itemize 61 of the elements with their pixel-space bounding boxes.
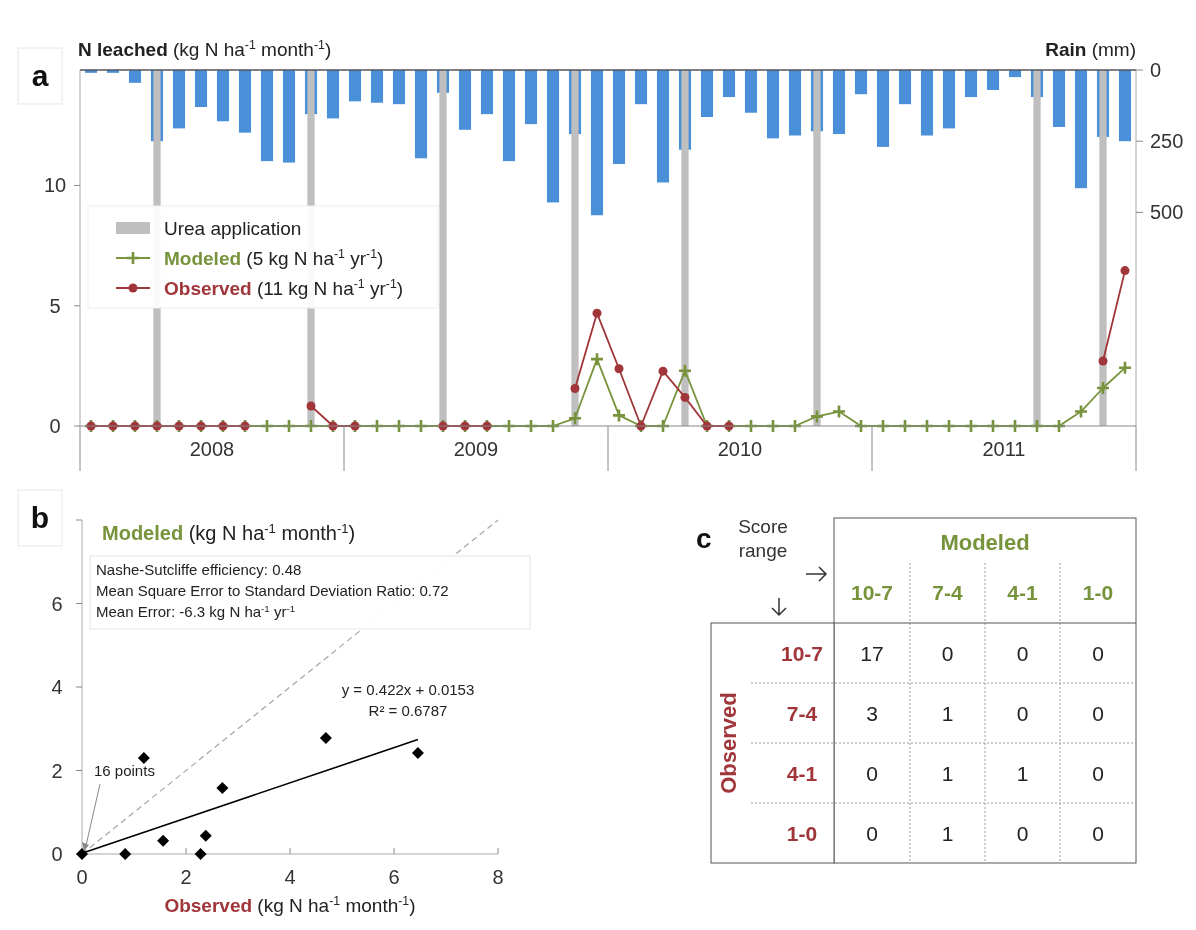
data-label: 0 — [1092, 702, 1104, 725]
data-label: 3 — [866, 702, 878, 725]
y-tick-label: 10 — [43, 174, 67, 197]
chart-title: c — [696, 523, 712, 554]
legend-label: Observed (11 kg N ha$^{-1}$ yr$^{-1}$) — [164, 277, 404, 299]
y-tick-label: 2 — [51, 759, 63, 782]
annotation: Nashe-Sutcliffe efficiency: 0.48 — [96, 561, 302, 578]
y2-tick-label: 0 — [1150, 59, 1162, 81]
text: 2008 — [189, 438, 235, 460]
data-label: 1 — [941, 702, 954, 725]
x-tick-label: 4 — [284, 866, 296, 888]
x-tick-label: 7-4 — [932, 581, 963, 604]
y2-axis-title: Rain (mm) — [1045, 39, 1136, 60]
x-axis-title: Modeled — [940, 530, 1030, 555]
chart-title: a — [31, 59, 49, 92]
text: Score range — [738, 516, 788, 561]
y-tick-label: 0 — [49, 415, 61, 437]
annotation: 16 points — [94, 762, 155, 779]
legend-label: Urea application — [164, 218, 302, 239]
data-label: 0 — [866, 762, 878, 785]
annotation: Mean Error: -6.3 kg N ha$^{-1}$ yr$^{-1}$ — [96, 602, 296, 620]
data-label: 1 — [941, 822, 954, 845]
y-tick-label: 1-0 — [786, 822, 818, 845]
data-label: 0 — [1016, 702, 1029, 725]
annotation: y = 0.422x + 0.0153 — [341, 681, 475, 698]
y2-tick-label: 250 — [1150, 130, 1184, 153]
x-tick-label: 2 — [180, 866, 192, 888]
y-axis-title: Observed — [716, 692, 741, 794]
y-tick-label: 4-1 — [786, 762, 818, 785]
data-label: 0 — [1092, 822, 1104, 845]
data-label: 0 — [1092, 762, 1104, 785]
y-tick-label: 7-4 — [786, 702, 818, 725]
data-label: 0 — [1016, 642, 1029, 665]
text: 2011 — [982, 438, 1026, 460]
data-label: 1 — [941, 762, 954, 785]
y-tick-label: 10-7 — [780, 642, 824, 665]
x-tick-label: 6 — [388, 866, 400, 888]
x-tick-label: 0 — [76, 866, 88, 888]
annotation: R² = 0.6787 — [368, 702, 448, 719]
x-tick-label: 8 — [492, 866, 504, 888]
y-axis-title: N leached (kg N ha$^{-1}$ month$^{-1}$) — [78, 38, 332, 60]
data-label: 0 — [1016, 822, 1029, 845]
x-tick-label: 4-1 — [1007, 581, 1038, 604]
data-label: 0 — [866, 822, 878, 845]
data-label: 17 — [860, 642, 884, 665]
data-label: 1 — [1016, 762, 1029, 785]
chart-title: b — [30, 501, 50, 534]
data-label: 0 — [1092, 642, 1104, 665]
text: 2010 — [717, 438, 763, 460]
text: 2009 — [453, 438, 499, 460]
annotation: Mean Square Error to Standard Deviation Ratio: 0.72 — [96, 582, 449, 599]
x-tick-label: 1-0 — [1082, 581, 1114, 604]
legend-label: Modeled (5 kg N ha$^{-1}$ yr$^{-1}$) — [164, 247, 384, 269]
y-tick-label: 5 — [49, 294, 61, 317]
y-tick-label: 4 — [51, 676, 63, 698]
y-tick-label: 0 — [51, 843, 63, 865]
data-label: 0 — [941, 642, 954, 665]
y2-tick-label: 500 — [1150, 201, 1184, 224]
x-tick-label: 10-7 — [850, 581, 894, 604]
y-axis-title: Modeled (kg N ha$^{-1}$ month$^{-1}$) — [102, 520, 356, 544]
x-axis-title: Observed (kg N ha$^{-1}$ month$^{-1}$) — [164, 894, 416, 916]
